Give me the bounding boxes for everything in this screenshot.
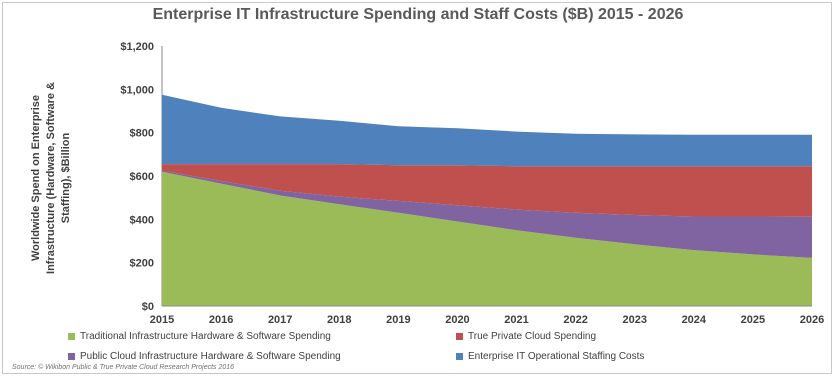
legend-swatch	[68, 353, 75, 360]
legend-label: Public Cloud Infrastructure Hardware & S…	[80, 351, 341, 362]
x-tick-label: 2023	[622, 314, 646, 326]
y-tick-label: $200	[130, 258, 154, 270]
legend-label: True Private Cloud Spending	[468, 331, 597, 342]
x-tick-label: 2021	[504, 314, 528, 326]
x-tick-label: 2026	[800, 314, 824, 326]
legend-label: Traditional Infrastructure Hardware & So…	[80, 331, 331, 342]
area-series-1	[162, 170, 812, 258]
area-series-0	[162, 171, 812, 306]
legend-label: Enterprise IT Operational Staffing Costs	[468, 351, 645, 362]
source-note: Source: © Wikibon Public & True Private …	[12, 364, 235, 371]
x-tick-label: 2017	[268, 314, 292, 326]
area-series-3	[162, 94, 812, 167]
x-tick-label: 2018	[327, 314, 351, 326]
x-tick-label: 2019	[386, 314, 410, 326]
x-tick-label: 2016	[209, 314, 233, 326]
y-tick-label: $600	[130, 171, 154, 183]
y-tick-label: $400	[130, 214, 154, 226]
y-tick-label: $800	[130, 128, 154, 140]
x-tick-label: 2025	[741, 314, 765, 326]
y-tick-label: $1,200	[120, 41, 154, 53]
legend-swatch	[456, 333, 463, 340]
y-tick-label: $1,000	[120, 84, 154, 96]
x-tick-label: 2015	[150, 314, 174, 326]
legend-item-traditional: Traditional Infrastructure Hardware & So…	[68, 331, 331, 342]
y-tick-label: $0	[142, 301, 154, 313]
legend-item-staffing: Enterprise IT Operational Staffing Costs	[456, 351, 644, 362]
legend-item-public-cloud: Public Cloud Infrastructure Hardware & S…	[68, 351, 341, 362]
legend-item-true-private: True Private Cloud Spending	[456, 331, 596, 342]
legend-swatch	[456, 353, 463, 360]
x-tick-label: 2022	[563, 314, 587, 326]
chart-title: Enterprise IT Infrastructure Spending an…	[152, 6, 684, 23]
area-series-2	[162, 164, 812, 217]
x-tick-label: 2020	[445, 314, 469, 326]
x-tick-label: 2024	[682, 314, 707, 326]
legend-swatch	[68, 333, 75, 340]
